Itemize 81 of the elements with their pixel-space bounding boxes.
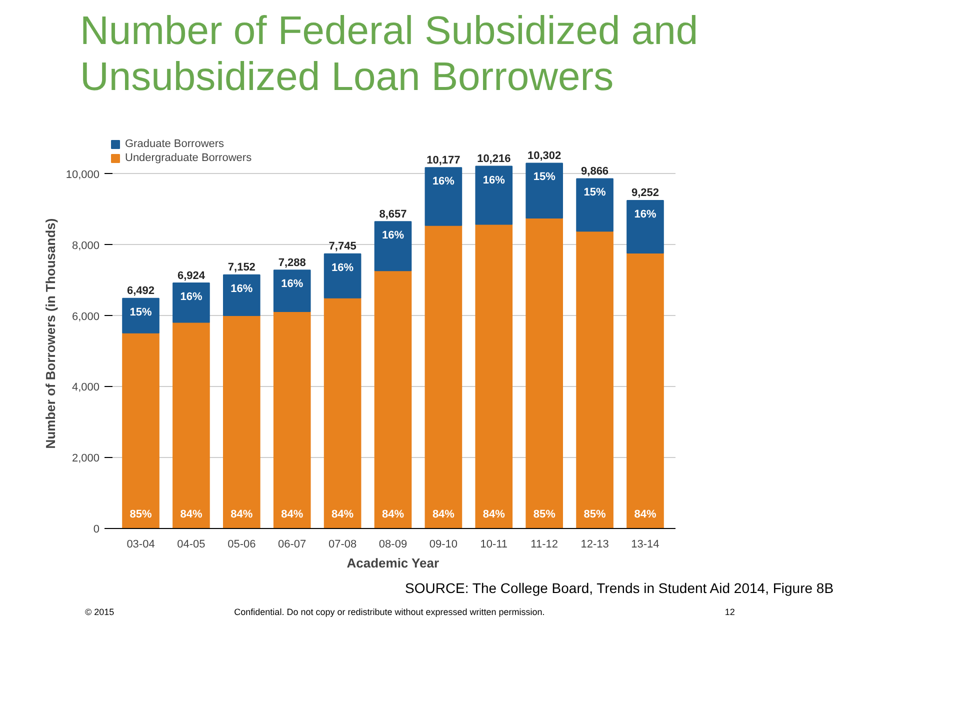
annotation: 16% bbox=[382, 230, 404, 242]
y-tick-label: 0 bbox=[93, 524, 100, 536]
source-note: SOURCE: The College Board, Trends in Student Aid 2014, Figure 8B bbox=[405, 579, 834, 598]
text: © 2015 bbox=[85, 606, 114, 619]
annotation: 85% bbox=[533, 508, 556, 520]
total-label: 8,657 bbox=[379, 208, 407, 220]
annotation: 16% bbox=[230, 282, 253, 295]
total-label: 6,924 bbox=[177, 270, 206, 282]
bar bbox=[122, 332, 160, 528]
x-tick-label: 12-13 bbox=[580, 538, 609, 550]
legend-label: Undergraduate Borrowers bbox=[125, 152, 252, 164]
x-tick-label: 06-07 bbox=[278, 538, 306, 550]
y-tick-label: 8,000 bbox=[72, 240, 100, 252]
total-label: 10,216 bbox=[477, 153, 511, 166]
total-label: 10,302 bbox=[528, 150, 562, 162]
x-tick-label: 07-08 bbox=[328, 538, 357, 550]
annotation: 84% bbox=[432, 508, 455, 520]
bar bbox=[626, 252, 664, 528]
bar bbox=[223, 314, 260, 528]
total-label: 7,288 bbox=[278, 256, 306, 269]
text: 12 bbox=[724, 606, 735, 619]
x-tick-label: 04-05 bbox=[177, 538, 206, 550]
annotation: 85% bbox=[130, 508, 152, 520]
bar bbox=[374, 221, 412, 272]
annotation: 84% bbox=[332, 508, 354, 520]
bar bbox=[424, 224, 462, 528]
y-tick-label: 4,000 bbox=[72, 382, 100, 394]
annotation: 84% bbox=[634, 508, 656, 520]
annotation: 16% bbox=[332, 262, 354, 274]
y-tick-label: 2,000 bbox=[72, 452, 100, 465]
bar bbox=[273, 310, 311, 528]
x-tick-label: 05-06 bbox=[228, 538, 256, 550]
bar bbox=[526, 218, 563, 528]
annotation: 16% bbox=[482, 174, 506, 186]
annotation: 84% bbox=[382, 508, 404, 520]
y-tick-label: 10,000 bbox=[66, 168, 100, 181]
bar bbox=[122, 298, 160, 334]
total-label: 9,866 bbox=[581, 165, 609, 178]
annotation: 85% bbox=[584, 508, 606, 520]
bar bbox=[172, 282, 210, 323]
y-tick-label: 6,000 bbox=[72, 310, 100, 323]
x-axis-title: Academic Year bbox=[346, 556, 440, 570]
annotation: 16% bbox=[432, 176, 455, 188]
annotation: 16% bbox=[281, 278, 304, 290]
total-label: 6,492 bbox=[127, 285, 155, 298]
annotation: 15% bbox=[533, 171, 556, 184]
bar bbox=[475, 224, 513, 528]
annotation: 84% bbox=[180, 508, 202, 520]
total-label: 7,745 bbox=[328, 240, 356, 253]
bar bbox=[475, 166, 513, 225]
bar bbox=[172, 322, 210, 528]
annotation: 16% bbox=[634, 208, 656, 220]
bar bbox=[273, 270, 311, 312]
x-tick-label: 09-10 bbox=[429, 538, 458, 550]
total-label: 10,177 bbox=[426, 154, 460, 166]
bar bbox=[424, 167, 462, 226]
bar bbox=[324, 297, 362, 528]
bar bbox=[576, 230, 614, 528]
bar bbox=[576, 178, 614, 232]
bar bbox=[324, 253, 362, 298]
y-axis-title: Number of Borrowers (in Thousands) bbox=[42, 218, 58, 449]
annotation: 84% bbox=[281, 508, 304, 520]
bar bbox=[374, 270, 412, 528]
x-tick-label: 13-14 bbox=[631, 538, 660, 550]
annotation: 84% bbox=[230, 508, 253, 520]
text: Confidential. Do not copy or redistribute without expressed written permission. bbox=[234, 606, 545, 619]
annotation: 15% bbox=[584, 186, 606, 199]
x-tick-label: 03-04 bbox=[126, 538, 155, 550]
annotation: 16% bbox=[180, 291, 202, 304]
annotation: 15% bbox=[130, 306, 152, 318]
annotation: 84% bbox=[482, 508, 506, 520]
legend-label: Graduate Borrowers bbox=[125, 138, 224, 150]
chart-title: Number of Federal Subsidized and Unsubsidized Loan Borrowers bbox=[80, 8, 700, 100]
total-label: 9,252 bbox=[631, 187, 659, 200]
bar bbox=[223, 274, 260, 316]
bar bbox=[526, 162, 563, 219]
total-label: 7,152 bbox=[228, 262, 256, 274]
bar bbox=[626, 200, 664, 254]
x-tick-label: 08-09 bbox=[378, 538, 408, 550]
x-tick-label: 10-11 bbox=[480, 538, 508, 550]
x-tick-label: 11-12 bbox=[530, 538, 558, 550]
